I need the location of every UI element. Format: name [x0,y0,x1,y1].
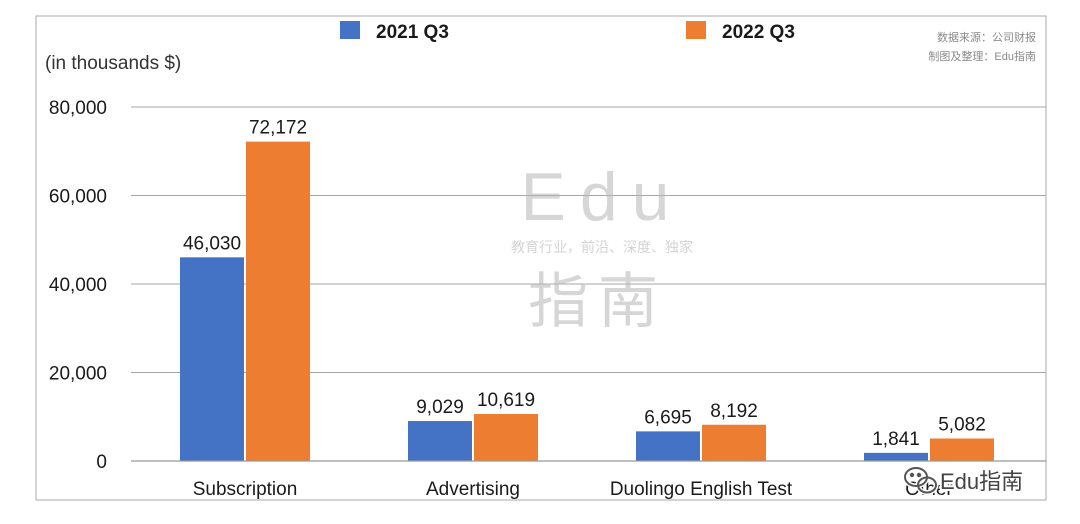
bar-2022 [702,424,766,461]
x-axis-labels: Subscription Advertising Duolingo English … [193,479,954,500]
y-tick-label: 80,000 [49,98,107,119]
legend-label-2021: 2021 Q3 [376,22,449,43]
source-line-2: 制图及整理：Edu指南 [928,49,1036,63]
bar-2021 [180,257,244,461]
watermark-tagline: 教育行业，前沿、深度、独家 [511,239,693,255]
bars [180,141,994,461]
bar-value-label: 5,082 [938,415,986,436]
watermark-chars: 指南 [528,268,668,335]
x-tick-label: Advertising [426,479,520,500]
wechat-account-label: Edu指南 [940,469,1023,494]
bar-value-label: 9,029 [416,397,464,418]
y-tick-label: 0 [96,452,107,473]
bar-value-label: 46,030 [183,233,241,254]
watermark-logo: Edu [521,159,684,235]
wechat-watermark: Edu指南 Edu指南 [902,465,1025,496]
bar-value-labels: 46,030 72,172 9,029 10,619 6,695 8,192 1,841 5,… [183,118,986,450]
bar-2022 [246,141,310,461]
source-line-1: 数据来源：公司财报 [937,30,1036,44]
bar-2021 [636,431,700,461]
bar-2022 [474,414,538,461]
legend: 2021 Q3 2022 Q3 [340,21,795,43]
watermark: Edu 教育行业，前沿、深度、独家 指南 [511,159,693,335]
legend-swatch-2022 [686,21,706,39]
unit-label: (in thousands $) [45,53,181,74]
bar-value-label: 6,695 [644,407,692,428]
bar-2022 [930,438,994,461]
bar-value-label: 8,192 [710,401,758,422]
bar-value-label: 1,841 [872,429,920,450]
x-tick-label: Subscription [193,479,298,500]
legend-label-2022: 2022 Q3 [722,22,795,43]
wechat-account-label-fill: Edu指南 [940,469,1023,494]
bar-2021 [864,452,928,461]
legend-swatch-2021 [340,21,360,39]
bar-2021 [408,421,472,461]
bar-value-label: 72,172 [249,118,307,139]
y-tick-label: 60,000 [49,187,107,208]
y-tick-label: 40,000 [49,275,107,296]
y-tick-label: 20,000 [49,364,107,385]
bar-value-label: 10,619 [477,390,535,411]
y-axis-ticks: 0 20,000 40,000 60,000 80,000 [49,98,107,473]
x-tick-label: Duolingo English Test [610,479,793,500]
